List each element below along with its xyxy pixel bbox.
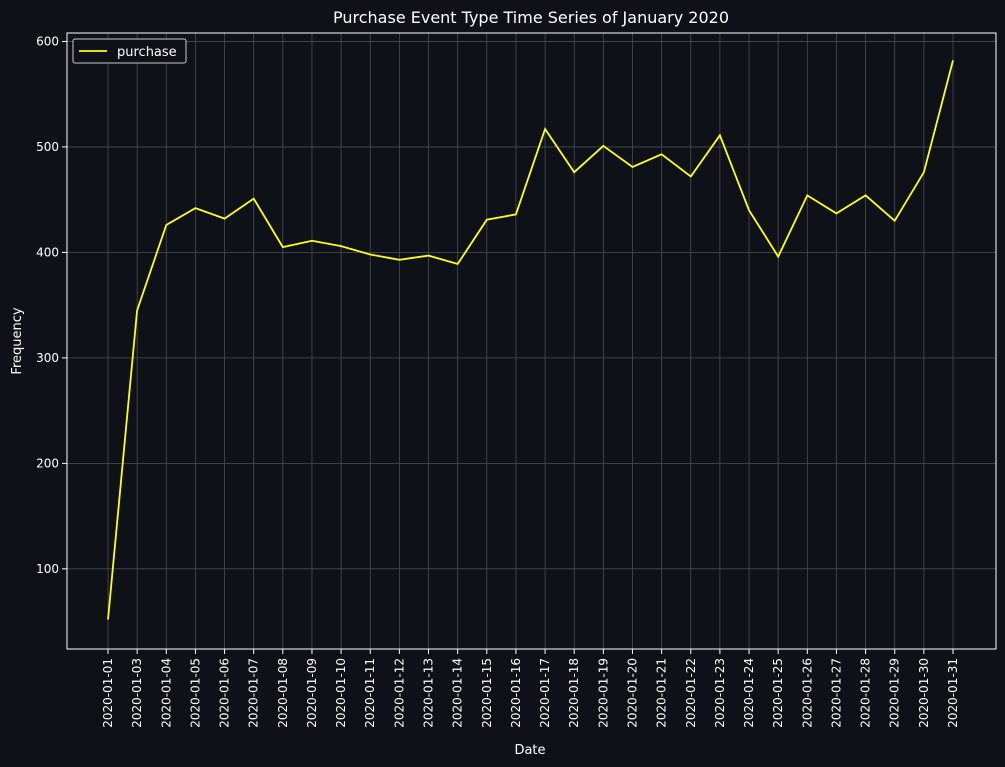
x-tick-label: 2020-01-07 [247,658,261,728]
axis-ticks: 2020-01-01 2020-01-03 2020-01-04 2020-01-05… [36,34,960,727]
x-axis-label: Date [514,743,545,758]
legend: purchase [72,38,187,64]
x-tick-label: 2020-01-22 [684,658,698,728]
x-tick-label: 2020-01-16 [509,658,523,728]
y-tick-label: 600 [36,34,59,48]
x-tick-label: 2020-01-31 [946,658,960,728]
x-tick-label: 2020-01-25 [771,658,785,728]
x-tick-label: 2020-01-04 [159,658,173,728]
x-tick-label: 2020-01-12 [392,658,406,728]
y-tick-label: 100 [36,562,59,576]
x-tick-label: 2020-01-11 [363,658,377,728]
x-tick-label: 2020-01-05 [188,658,202,728]
x-tick-label: 2020-01-08 [276,658,290,728]
x-tick-label: 2020-01-24 [742,658,756,728]
x-tick-label: 2020-01-14 [451,658,465,728]
x-tick-label: 2020-01-10 [334,658,348,728]
x-tick-label: 2020-01-28 [859,658,873,728]
x-tick-label: 2020-01-30 [917,658,931,728]
x-tick-label: 2020-01-03 [130,658,144,728]
chart-title: Purchase Event Type Time Series of Janua… [333,8,729,27]
y-tick-label: 300 [36,351,59,365]
y-tick-label: 200 [36,456,59,470]
x-tick-label: 2020-01-01 [101,658,115,728]
x-tick-label: 2020-01-18 [567,658,581,728]
y-tick-label: 500 [36,140,59,154]
x-tick-label: 2020-01-13 [422,658,436,728]
x-tick-label: 2020-01-09 [305,658,319,728]
x-tick-label: 2020-01-15 [480,658,494,728]
x-tick-label: 2020-01-21 [655,658,669,728]
x-tick-label: 2020-01-20 [625,658,639,728]
legend-label-purchase: purchase [117,45,177,60]
y-tick-label: 400 [36,245,59,259]
x-tick-label: 2020-01-23 [713,658,727,728]
x-tick-label: 2020-01-29 [888,658,902,728]
gridlines [67,33,996,649]
series-line-purchase [107,60,954,620]
x-tick-label: 2020-01-17 [538,658,552,728]
legend-box [72,38,187,64]
x-tick-label: 2020-01-19 [596,658,610,728]
plot-frame [66,32,997,650]
x-tick-label: 2020-01-06 [218,658,232,728]
x-tick-label: 2020-01-26 [800,658,814,728]
x-tick-label: 2020-01-27 [829,658,843,728]
y-axis-label: Frequency [10,307,25,374]
